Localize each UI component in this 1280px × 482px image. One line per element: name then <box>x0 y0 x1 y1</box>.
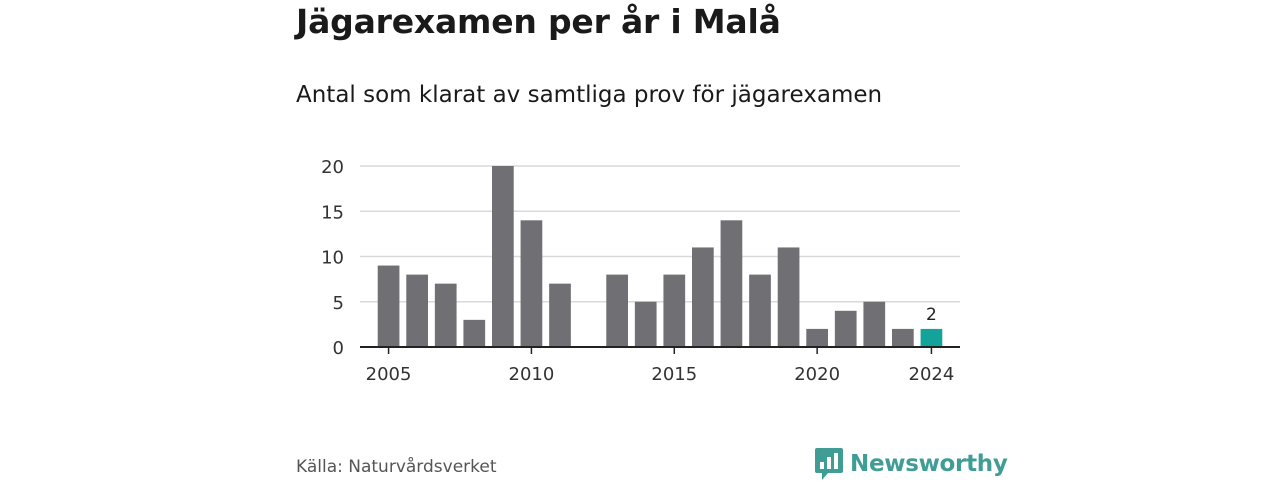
bar <box>463 319 486 347</box>
bars <box>377 166 943 347</box>
bar <box>406 274 428 347</box>
bar <box>663 274 686 347</box>
chart-subtitle: Antal som klarat av samtliga prov för jä… <box>296 82 883 108</box>
grid-lines <box>360 165 960 303</box>
y-tick-label: 15 <box>321 202 344 223</box>
bar <box>920 328 943 347</box>
bar <box>892 328 914 347</box>
y-tick-label: 0 <box>333 338 344 359</box>
bar <box>606 274 628 347</box>
bar <box>692 247 714 347</box>
x-axis <box>360 346 960 354</box>
brand-name: Newsworthy <box>850 451 1008 477</box>
y-tick-label: 5 <box>333 293 344 314</box>
x-tick-label: 2020 <box>794 364 840 385</box>
axis-labels: 0 5 10 15 20 2 2005 2010 2015 2020 2024 <box>321 157 954 385</box>
y-tick-label: 10 <box>321 248 344 269</box>
x-tick-label: 2010 <box>509 364 555 385</box>
bar <box>806 328 828 347</box>
source-note: Källa: Naturvårdsverket <box>296 457 497 477</box>
x-tick-label: 2005 <box>366 364 412 385</box>
bar <box>520 220 543 347</box>
bar <box>377 265 400 347</box>
bar <box>434 283 457 347</box>
bar <box>492 166 514 347</box>
bar <box>777 247 800 347</box>
bar <box>720 220 743 347</box>
data-label: 2 <box>926 305 937 325</box>
x-tick-label: 2015 <box>651 364 697 385</box>
bar <box>634 301 657 347</box>
y-tick-label: 20 <box>321 157 344 178</box>
bar <box>863 301 886 347</box>
bar <box>549 283 571 347</box>
newsworthy-logo-icon <box>815 448 843 480</box>
brand-logo: Newsworthy <box>814 446 1008 482</box>
x-tick-label: 2024 <box>909 364 955 385</box>
bar <box>834 310 857 347</box>
chart-title: Jägarexamen per år i Malå <box>296 2 781 41</box>
bar <box>749 274 771 347</box>
